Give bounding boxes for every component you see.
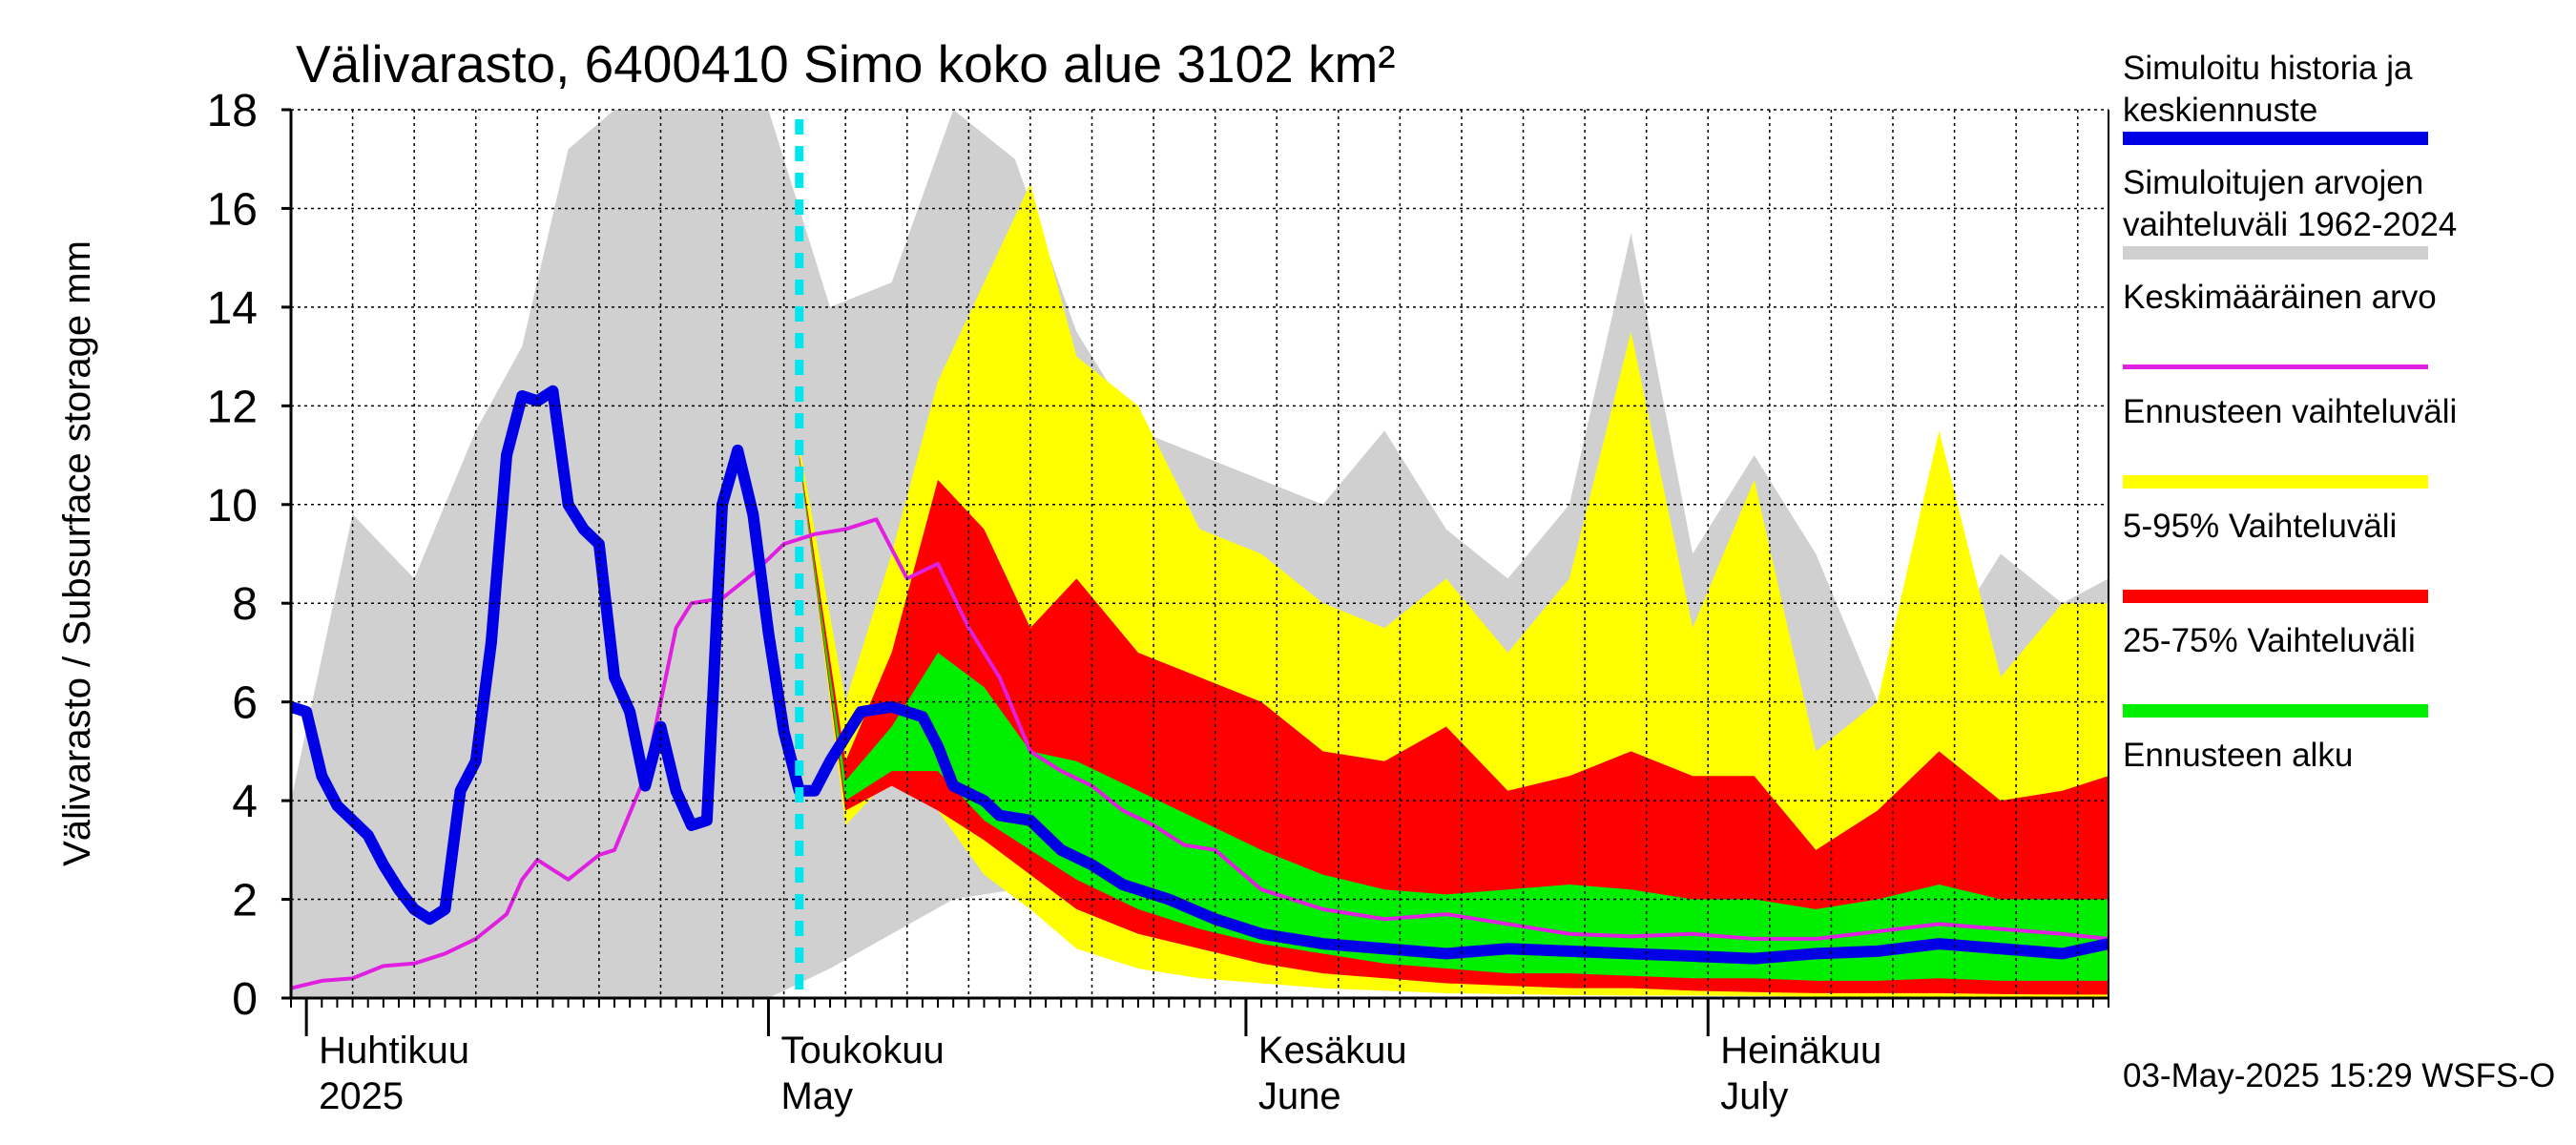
legend-label: 5-95% Vaihteluväli (2123, 508, 2398, 545)
legend-entry: 5-95% Vaihteluväli (2123, 506, 2466, 620)
legend-label: 25-75% Vaihteluväli (2123, 622, 2416, 659)
x-month-label-en: June (1258, 1075, 1341, 1117)
legend-swatch (2123, 475, 2428, 489)
x-month-label-en: 2025 (319, 1075, 404, 1117)
x-month-label-fi: Heinäkuu (1720, 1030, 1881, 1072)
simulated-mean-line (291, 385, 2109, 965)
x-month-label-en: July (1720, 1075, 1788, 1117)
legend-entry: Keskimääräinen arvo (2123, 277, 2466, 391)
y-tick-label: 2 (232, 876, 258, 926)
x-month-label-fi: Huhtikuu (319, 1030, 469, 1072)
legend-swatch (2123, 132, 2428, 145)
average-line (291, 517, 2109, 990)
legend-swatch (2123, 246, 2428, 260)
legend-entry: Ennusteen alku (2123, 735, 2466, 849)
y-tick-label: 12 (207, 382, 258, 432)
x-month-label-fi: Toukokuu (780, 1030, 944, 1072)
legend-label: Keskimääräinen arvo (2123, 279, 2437, 316)
legend-entry: Ennusteen vaihteluväli (2123, 391, 2466, 506)
legend-swatch (2123, 704, 2428, 718)
legend-label: Simuloitu historia ja keskiennuste (2123, 50, 2413, 129)
band-4 (799, 457, 2109, 981)
y-tick-label: 16 (207, 184, 258, 235)
legend-entry: Simuloitu historia ja keskiennuste (2123, 48, 2466, 162)
y-tick-label: 18 (207, 86, 258, 136)
legend-entry: Simuloitujen arvojen vaihteluväli 1962-2… (2123, 162, 2466, 277)
y-tick-label: 0 (232, 974, 258, 1025)
y-tick-label: 8 (232, 579, 258, 630)
legend: Simuloitu historia ja keskiennuste Simulo… (2123, 48, 2466, 849)
y-tick-label: 14 (207, 283, 258, 334)
y-tick-label: 4 (232, 777, 258, 827)
legend-swatch (2123, 819, 2428, 828)
legend-label: Simuloitujen arvojen vaihteluväli 1962-2… (2123, 164, 2458, 243)
plot-clip-group (291, 110, 2109, 998)
y-tick-label: 10 (207, 481, 258, 531)
chart-title: Välivarasto, 6400410 Simo koko alue 3102… (296, 34, 1396, 94)
footer-timestamp: 03-May-2025 15:29 WSFS-O (2123, 1057, 2556, 1094)
legend-swatch (2123, 364, 2428, 369)
legend-swatch (2123, 590, 2428, 603)
y-axis-label: Välivarasto / Subsurface storage mm (56, 240, 98, 866)
y-tick-label: 6 (232, 678, 258, 729)
legend-label: Ennusteen alku (2123, 737, 2354, 774)
legend-label: Ennusteen vaihteluväli (2123, 393, 2458, 430)
grid (290, 109, 2109, 999)
x-month-label-fi: Kesäkuu (1258, 1030, 1407, 1072)
x-month-label-en: May (780, 1075, 853, 1117)
plot-area (290, 109, 2109, 999)
legend-entry: 25-75% Vaihteluväli (2123, 620, 2466, 735)
